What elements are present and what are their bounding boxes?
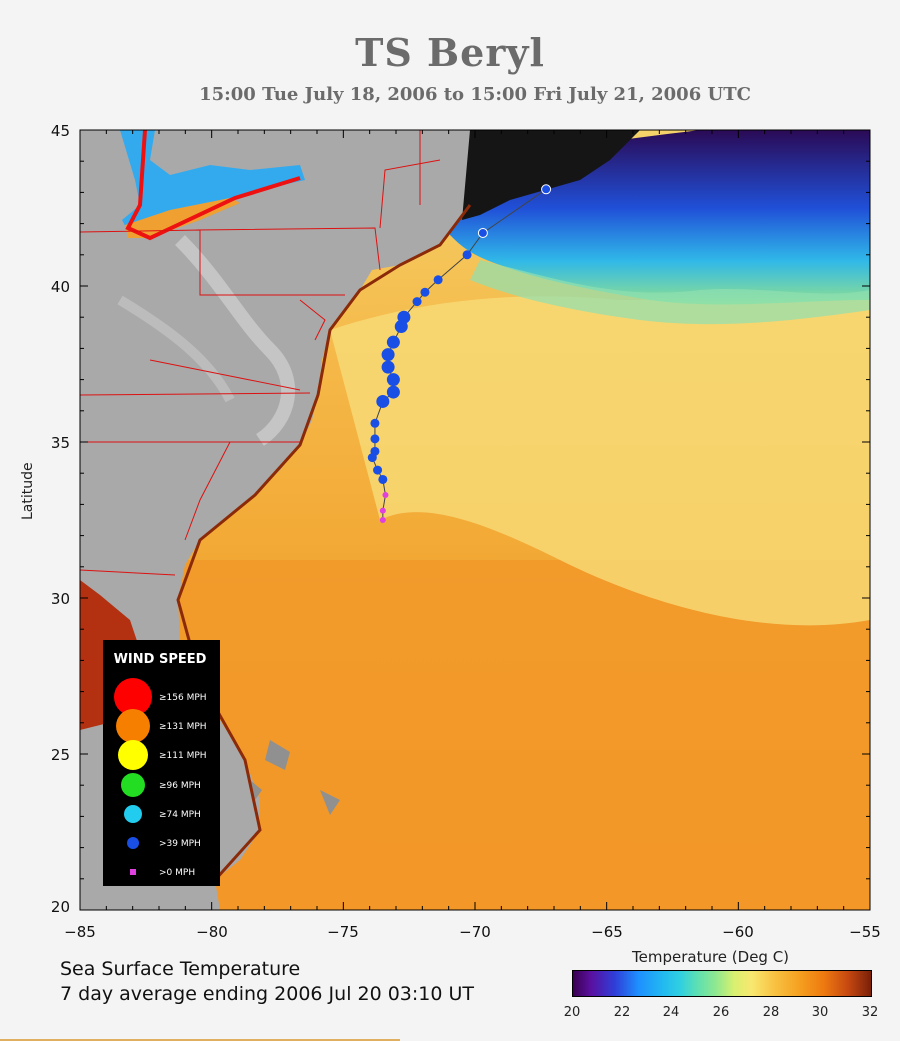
- y-tick-label: 45: [51, 122, 70, 140]
- legend-label: ≥131 MPH: [159, 722, 207, 732]
- storm-track-point: [386, 373, 400, 387]
- x-tick-label: −55: [849, 923, 881, 941]
- y-tick-label: 30: [51, 590, 70, 608]
- legend-swatch-74: [124, 805, 142, 823]
- x-tick-label: −80: [196, 923, 228, 941]
- storm-track-point: [370, 418, 380, 428]
- legend-swatch-39: [127, 837, 139, 849]
- gulf-stream-eddies: [470, 260, 870, 325]
- storm-track-point: [381, 360, 395, 374]
- storm-track-point: [386, 335, 400, 349]
- colorbar-tick: 26: [712, 1005, 730, 1020]
- legend-swatch-0: [130, 869, 136, 875]
- coastline: [176, 204, 472, 882]
- legend-swatch-131: [116, 709, 150, 743]
- legend-label: >39 MPH: [159, 839, 201, 849]
- storm-track-points: [367, 184, 552, 523]
- colorbar-tick: 20: [563, 1005, 581, 1020]
- land-relief: [175, 235, 295, 446]
- map-title: TS Beryl: [355, 30, 545, 75]
- state-borders: [80, 130, 441, 576]
- y-tick-label: 35: [51, 434, 70, 452]
- storm-track-point: [420, 287, 430, 297]
- storm-track-point: [433, 275, 443, 285]
- legend-label: ≥96 MPH: [159, 781, 201, 791]
- legend-title: WIND SPEED: [114, 652, 207, 667]
- colorbar-tick: 24: [662, 1005, 680, 1020]
- storm-track-point: [462, 250, 472, 260]
- atlantic-canada-land: [462, 130, 640, 220]
- colorbar-tick: 30: [811, 1005, 829, 1020]
- temperature-colorbar: [572, 970, 872, 997]
- storm-track-point: [373, 465, 383, 475]
- colorbar-tick: 28: [762, 1005, 780, 1020]
- storm-track-point: [381, 348, 395, 362]
- storm-track-point: [412, 297, 422, 307]
- storm-track-point: [378, 474, 388, 484]
- sst-average-period: 7 day average ending 2006 Jul 20 03:10 U…: [60, 983, 475, 1005]
- storm-track-point: [379, 517, 386, 523]
- x-tick-label: −60: [722, 923, 754, 941]
- legend-label: ≥156 MPH: [159, 693, 207, 703]
- legend-label: ≥74 MPH: [159, 810, 201, 820]
- legend-swatch-111: [118, 740, 148, 770]
- sst-title: Sea Surface Temperature: [60, 958, 301, 980]
- storm-track-point: [379, 507, 386, 514]
- colorbar-tick: 22: [613, 1005, 631, 1020]
- colorbar-title: Temperature (Deg C): [632, 948, 790, 966]
- y-tick-label: 40: [51, 278, 70, 296]
- legend-swatch-156: [114, 678, 152, 716]
- x-tick-label: −75: [327, 923, 359, 941]
- x-tick-label: −65: [591, 923, 623, 941]
- x-tick-label: −70: [459, 923, 491, 941]
- x-tick-label: −85: [64, 923, 96, 941]
- y-tick-label: 25: [51, 746, 70, 764]
- legend-swatch-96: [121, 773, 145, 797]
- mid-temperature-band: [330, 280, 870, 626]
- colorbar-tick: 32: [861, 1005, 879, 1020]
- storm-track-point: [397, 310, 411, 324]
- bahamas-islands: [250, 740, 340, 815]
- legend-label: ≥111 MPH: [159, 751, 207, 761]
- y-tick-label: 20: [51, 898, 70, 916]
- land-relief: [117, 295, 235, 403]
- great-lakes: [120, 130, 305, 235]
- wind-speed-legend: WIND SPEED ≥156 MPH ≥131 MPH ≥111 MPH ≥9…: [103, 640, 220, 886]
- storm-track-point: [386, 385, 400, 399]
- storm-track-point: [477, 227, 488, 238]
- lake-shoreline: [125, 130, 301, 241]
- storm-track-point: [376, 394, 390, 408]
- storm-track-point: [370, 446, 380, 456]
- map-subtitle: 15:00 Tue July 18, 2006 to 15:00 Fri Jul…: [199, 84, 751, 105]
- y-axis-label: Latitude: [20, 462, 36, 520]
- storm-track-point: [382, 492, 389, 499]
- legend-label: >0 MPH: [159, 868, 195, 878]
- axis-ticks: [79, 129, 871, 911]
- footer-divider: [0, 1039, 400, 1041]
- storm-track-point: [541, 184, 552, 195]
- storm-track-point: [370, 434, 380, 444]
